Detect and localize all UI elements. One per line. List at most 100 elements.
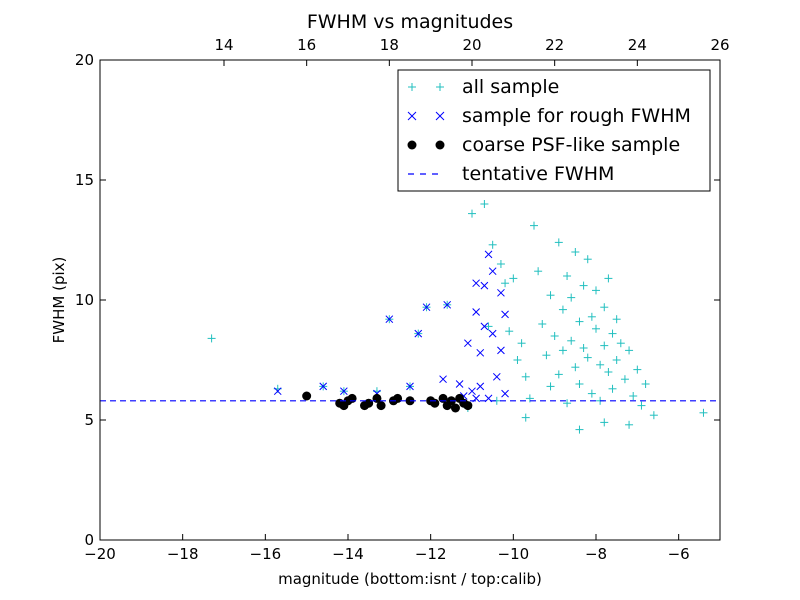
all-sample-point xyxy=(625,346,634,355)
all-sample-point xyxy=(575,317,584,326)
rough-sample-point xyxy=(476,348,485,357)
x-diag-b xyxy=(464,339,472,348)
all-sample-point xyxy=(575,425,584,434)
rough-sample-point xyxy=(385,315,394,324)
all-sample-point xyxy=(505,327,514,336)
rough-sample-point xyxy=(497,288,505,297)
x-diag-b xyxy=(273,387,282,396)
y-tick-label: 20 xyxy=(75,51,94,69)
coarse-sample-point xyxy=(347,393,357,403)
x-axis-label: magnitude (bottom:isnt / top:calib) xyxy=(278,570,542,588)
rough-sample-point xyxy=(319,382,328,391)
chart-title: FWHM vs magnitudes xyxy=(307,11,513,33)
legend-marker-coarse-b xyxy=(435,140,445,150)
all-sample-point xyxy=(517,339,526,348)
rough-sample-point xyxy=(273,387,282,396)
rough-sample-point xyxy=(472,279,480,288)
x-diag-b xyxy=(488,267,497,276)
all-sample-point xyxy=(509,274,518,283)
x-diag-b xyxy=(468,387,476,396)
x-diag-b xyxy=(480,322,489,331)
rough-sample-point xyxy=(468,387,476,396)
rough-sample-point xyxy=(443,300,452,309)
all-sample-point xyxy=(575,380,584,388)
top-tick-label: 16 xyxy=(297,36,316,54)
rough-sample-point xyxy=(480,281,489,290)
x-tick-label: −14 xyxy=(332,545,364,563)
legend: all sample sample for rough FWHM coarse … xyxy=(397,69,711,192)
x-diag-b xyxy=(501,310,509,319)
x-diag-b xyxy=(414,329,423,338)
all-sample-point xyxy=(542,351,551,360)
coarse-sample-point xyxy=(302,391,312,401)
x-diag-b xyxy=(497,346,505,355)
rough-sample-point xyxy=(492,372,501,381)
coarse-sample-point xyxy=(376,401,386,411)
rough-sample-point xyxy=(455,380,464,388)
all-sample-point xyxy=(521,372,530,381)
rough-sample-point xyxy=(340,387,348,396)
legend-samples xyxy=(407,83,445,175)
rough-sample-point xyxy=(476,382,485,391)
all-sample-point xyxy=(629,392,638,400)
all-sample-point xyxy=(513,356,522,364)
rough-sample-point xyxy=(488,329,497,338)
rough-sample-point xyxy=(484,250,493,259)
all-sample-point xyxy=(567,336,576,345)
x-tick-label: −20 xyxy=(84,545,116,563)
rough-sample-point xyxy=(439,375,447,384)
legend-label-coarse-psf: coarse PSF-like sample xyxy=(462,134,680,156)
all-sample-point xyxy=(583,353,592,362)
y-tick-label: 10 xyxy=(75,291,94,309)
all-sample-point xyxy=(641,380,650,388)
all-sample-point xyxy=(563,272,572,280)
top-tick-label: 22 xyxy=(545,36,564,54)
all-sample-point xyxy=(501,279,510,288)
all-sample-point xyxy=(699,408,708,417)
x-diag-b xyxy=(492,372,501,381)
x-diag-b xyxy=(472,308,480,316)
top-tick-label: 18 xyxy=(380,36,399,54)
rough-sample-point xyxy=(480,322,489,331)
all-sample-point xyxy=(579,281,588,290)
x-diag-b xyxy=(407,111,417,121)
all-sample-point xyxy=(637,401,646,410)
data-marks xyxy=(100,200,720,434)
all-sample-point xyxy=(538,320,547,328)
rough-sample-point xyxy=(501,389,509,398)
all-sample-point xyxy=(563,399,572,408)
all-sample-point xyxy=(604,274,613,283)
coarse-sample-point xyxy=(430,398,440,408)
all-sample-point xyxy=(558,305,567,314)
all-sample-point xyxy=(571,363,580,372)
all-sample-point xyxy=(583,255,592,264)
all-sample-point xyxy=(521,413,530,422)
y-tick-label: 5 xyxy=(84,411,94,429)
rough-sample-point xyxy=(497,346,505,355)
all-sample-point xyxy=(546,382,555,391)
legend-marker-all-a xyxy=(408,83,416,91)
x-diag-b xyxy=(480,281,489,290)
all-sample-point xyxy=(558,346,567,355)
x-diag-b xyxy=(385,315,394,324)
all-sample-point xyxy=(554,238,563,247)
x-diag-b xyxy=(422,303,431,312)
all-sample-point xyxy=(207,334,216,343)
y-tick-label: 15 xyxy=(75,171,94,189)
coarse-sample-point xyxy=(450,403,460,413)
all-sample-point xyxy=(600,418,609,427)
y-tick-label: 0 xyxy=(84,531,94,549)
legend-frame xyxy=(397,69,711,192)
x-diag-b xyxy=(435,111,445,121)
rough-sample-point xyxy=(422,303,431,312)
x-tick-label: −6 xyxy=(668,545,690,563)
all-sample-point xyxy=(587,312,596,321)
legend-marker-all-b xyxy=(436,83,444,91)
all-sample-point xyxy=(633,365,642,374)
y-axis-label: FWHM (pix) xyxy=(50,257,68,344)
all-sample-point xyxy=(608,329,617,338)
x-tick-label: −8 xyxy=(585,545,607,563)
coarse-sample-point xyxy=(364,398,374,408)
x-diag-b xyxy=(476,348,485,357)
